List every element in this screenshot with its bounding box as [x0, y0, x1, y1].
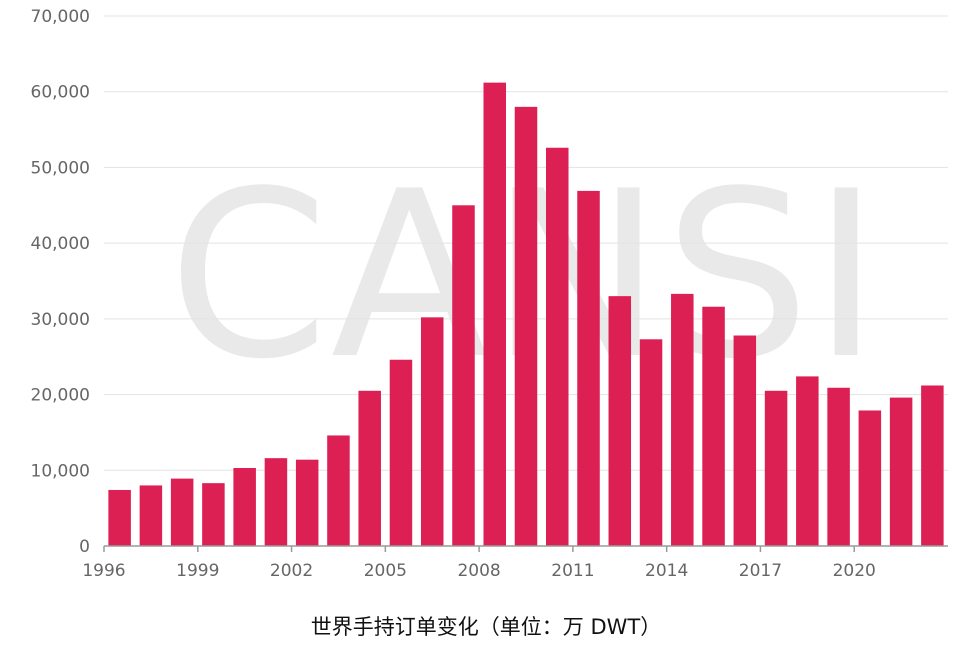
bar-2011 — [577, 190, 600, 546]
bar-2017 — [764, 390, 788, 546]
bar-2018 — [796, 376, 819, 546]
x-tick-label: 2005 — [364, 561, 407, 581]
bar-2002 — [295, 459, 319, 546]
bar-2014 — [671, 293, 694, 546]
bar-2021 — [889, 397, 913, 546]
y-tick-label: 20,000 — [31, 386, 90, 406]
bar-1998 — [170, 478, 194, 546]
x-tick-label: 2008 — [457, 561, 500, 581]
y-tick-label: 10,000 — [31, 461, 90, 481]
chart-caption: 世界手持订单变化（单位：万 DWT） — [310, 615, 662, 639]
bar-1996 — [108, 489, 131, 546]
bars — [108, 82, 944, 547]
bar-2006 — [420, 317, 444, 546]
bar-1997 — [139, 485, 163, 546]
bar-2001 — [264, 458, 288, 546]
bar-2013 — [639, 339, 663, 546]
bar-1999 — [202, 483, 225, 546]
x-axis: 1996 1999 2002 2005 2008 2011 2014 2017 2020 — [82, 545, 948, 581]
bar-2019 — [827, 387, 850, 546]
bar-2008 — [483, 82, 506, 546]
bar-2020 — [858, 410, 882, 546]
x-tick-label: 1999 — [176, 561, 219, 581]
bar-2012 — [608, 296, 632, 546]
bar-chart: CANSI 010,00020,00030,00040,00050,00060,… — [31, 7, 948, 581]
bar-2005 — [389, 359, 413, 546]
bar-2016 — [733, 335, 757, 546]
x-tick-label: 2014 — [645, 561, 688, 581]
bar-2015 — [702, 306, 725, 546]
y-tick-label: 50,000 — [31, 158, 90, 178]
x-tick-label: 2011 — [551, 561, 594, 581]
y-tick-label: 0 — [79, 537, 90, 557]
bar-2022 — [921, 385, 944, 546]
bar-2007 — [452, 205, 475, 547]
bar-2009 — [514, 106, 538, 546]
bar-2000 — [233, 468, 256, 546]
x-tick-label: 2020 — [833, 561, 876, 581]
bar-2003 — [327, 435, 350, 546]
y-axis-tick-labels: 0 10,000 20,000 30,000 40,000 50,000 60,000 70,… — [31, 7, 90, 557]
y-tick-label: 30,000 — [31, 310, 90, 330]
y-tick-label: 40,000 — [31, 234, 90, 254]
x-tick-label: 1996 — [82, 561, 125, 581]
y-tick-label: 70,000 — [31, 7, 90, 27]
y-tick-label: 60,000 — [31, 83, 90, 103]
bar-2010 — [546, 147, 569, 546]
x-tick-label: 2017 — [739, 561, 782, 581]
x-tick-label: 2002 — [270, 561, 313, 581]
bar-2004 — [358, 390, 381, 546]
